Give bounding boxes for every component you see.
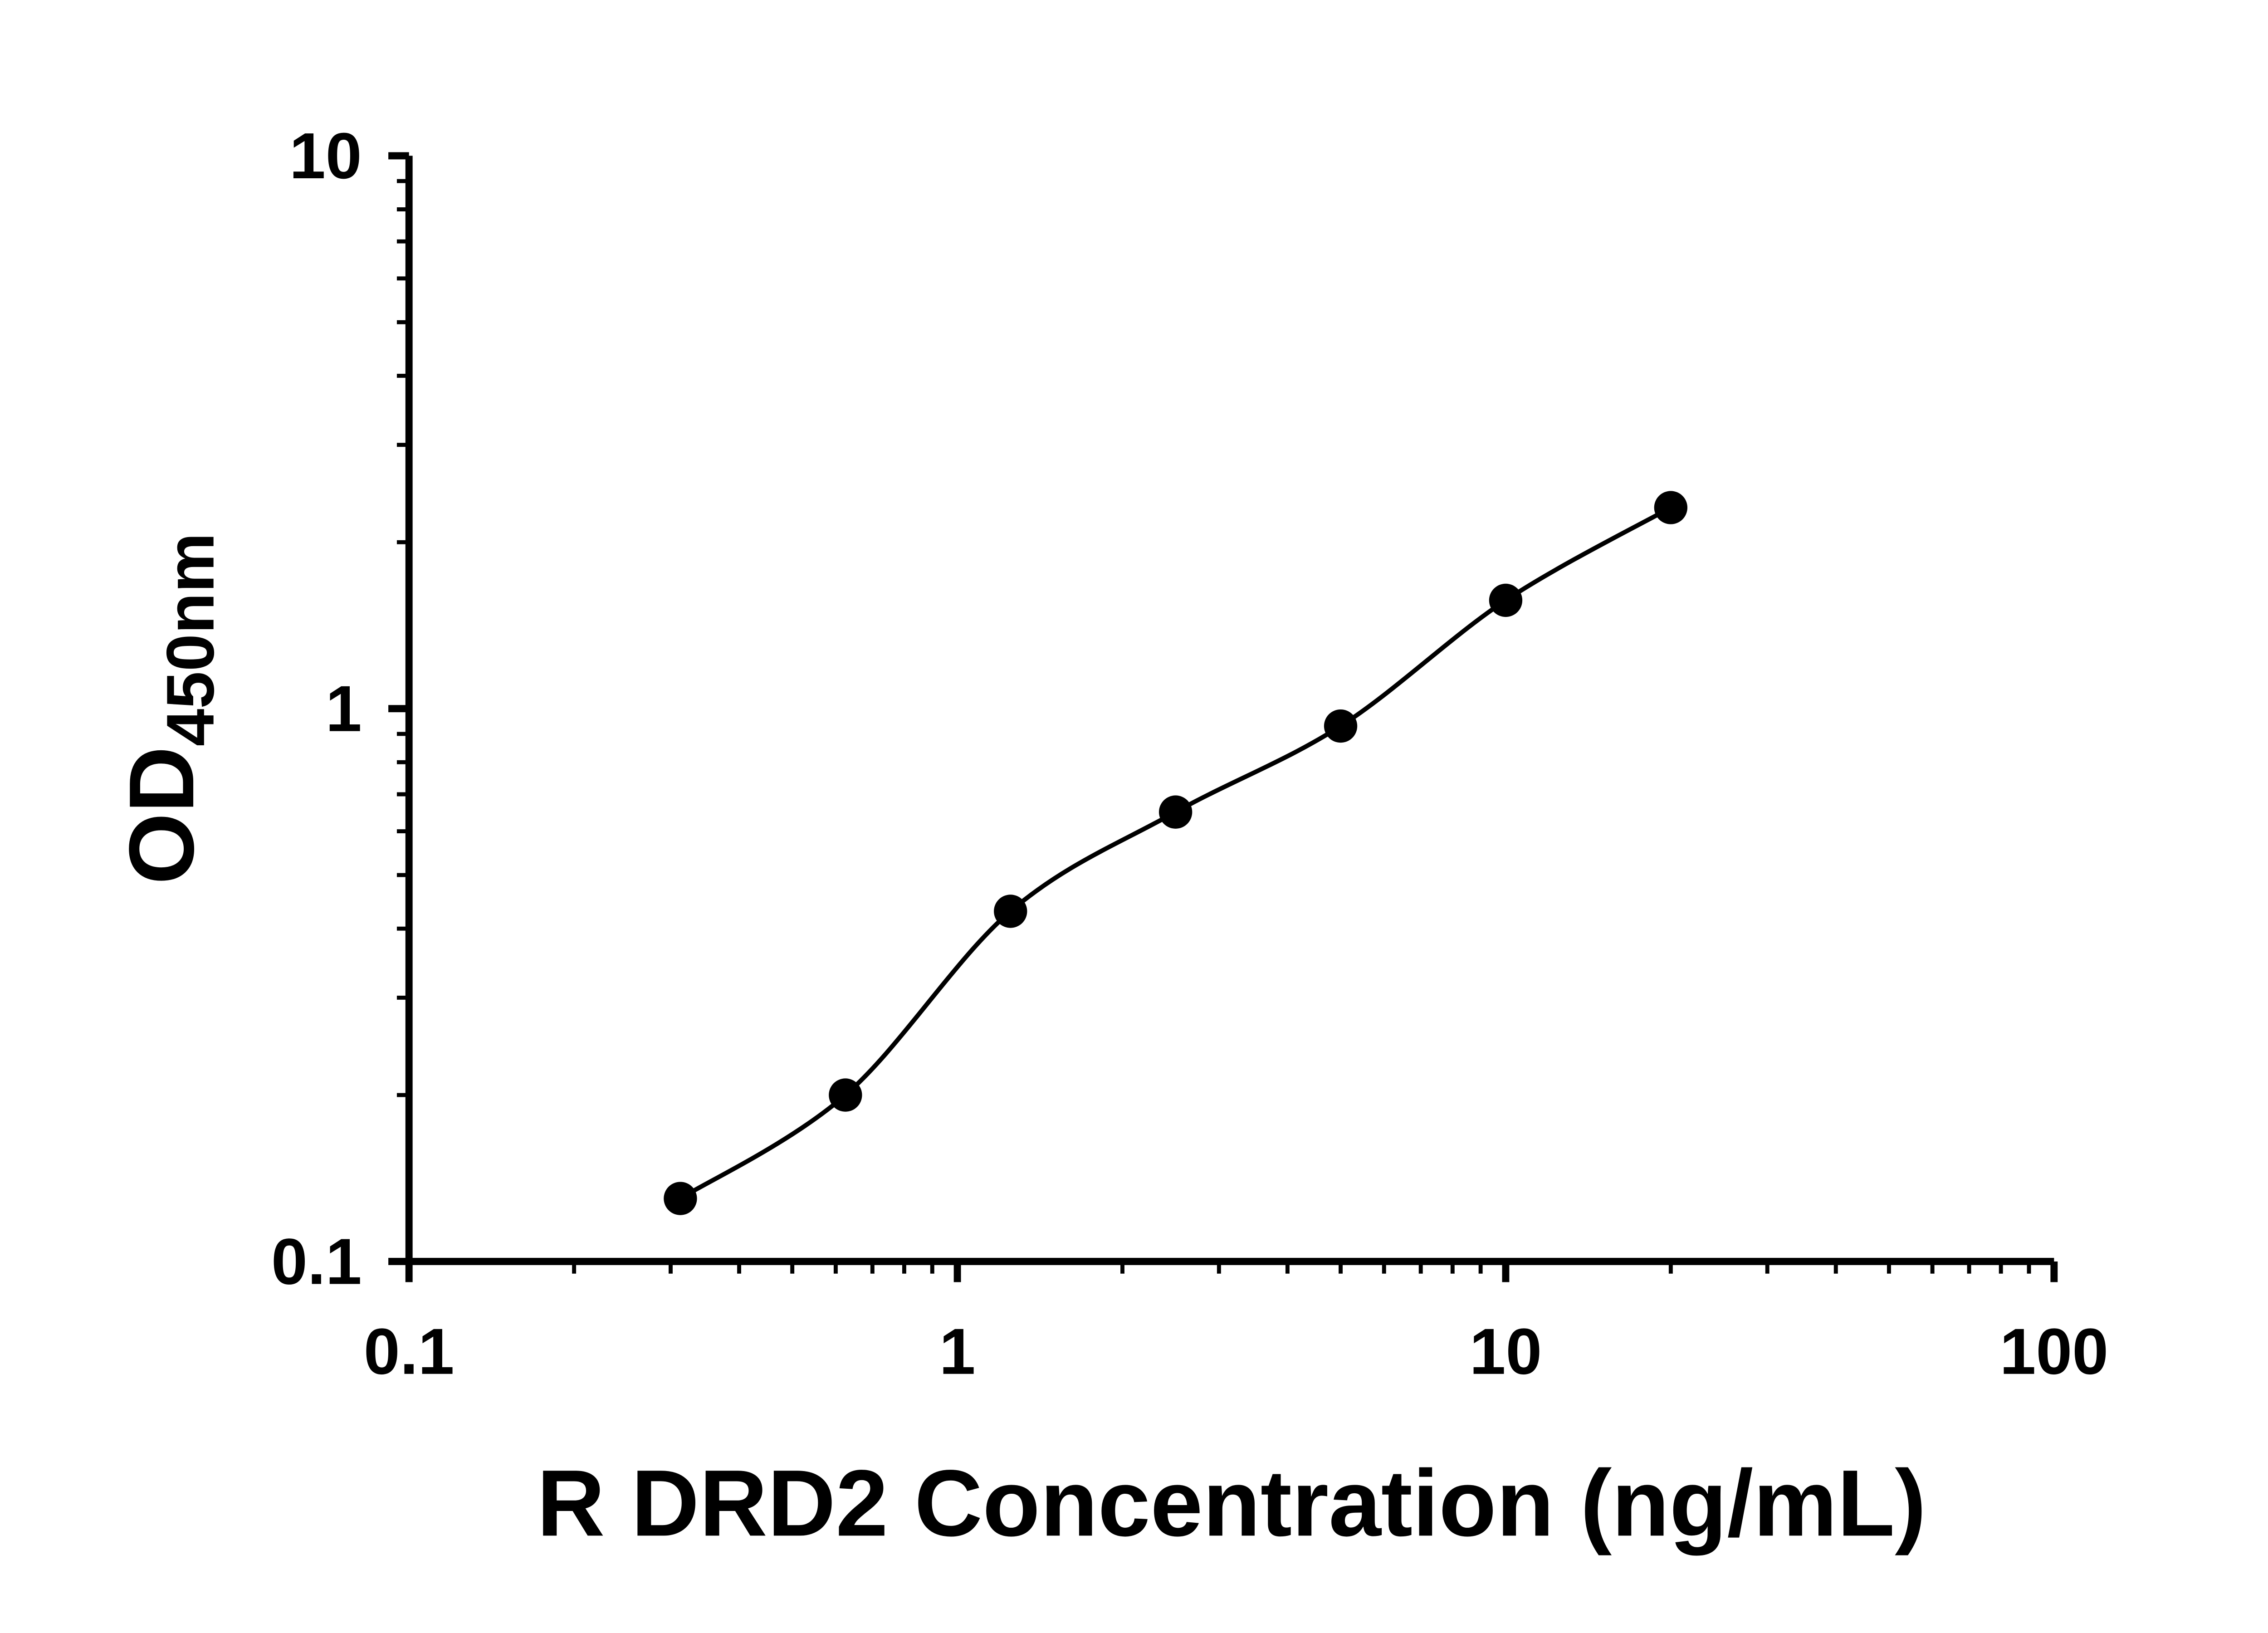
y-tick-label: 1 bbox=[326, 673, 362, 745]
x-tick-label: 1 bbox=[939, 1315, 976, 1388]
axes bbox=[405, 156, 2054, 1265]
x-tick-label: 0.1 bbox=[364, 1315, 455, 1388]
data-point bbox=[1489, 583, 1523, 617]
data-point bbox=[829, 1078, 862, 1112]
x-tick-label: 100 bbox=[1999, 1315, 2108, 1388]
x-axis-title: R DRD2 Concentration (ng/mL) bbox=[537, 1451, 1926, 1556]
data-point bbox=[664, 1182, 697, 1215]
x-tick-label: 10 bbox=[1470, 1315, 1542, 1388]
tick-labels: 0.1 1 10 100 0.1 1 10 bbox=[271, 120, 2108, 1388]
data-point bbox=[1324, 709, 1358, 743]
data-point bbox=[1654, 491, 1688, 524]
y-axis-title-subscript: 450nm bbox=[153, 533, 228, 746]
data-point bbox=[1158, 795, 1193, 829]
data-point bbox=[994, 895, 1027, 928]
y-axis-title-main: OD bbox=[110, 746, 213, 885]
tick-marks bbox=[388, 152, 2058, 1282]
data-series-layer bbox=[664, 491, 1688, 1215]
axis-lines bbox=[405, 156, 2054, 1265]
y-tick-label: 0.1 bbox=[271, 1226, 362, 1298]
y-axis-title: OD450nm bbox=[110, 533, 228, 885]
y-tick-label: 10 bbox=[289, 120, 362, 192]
